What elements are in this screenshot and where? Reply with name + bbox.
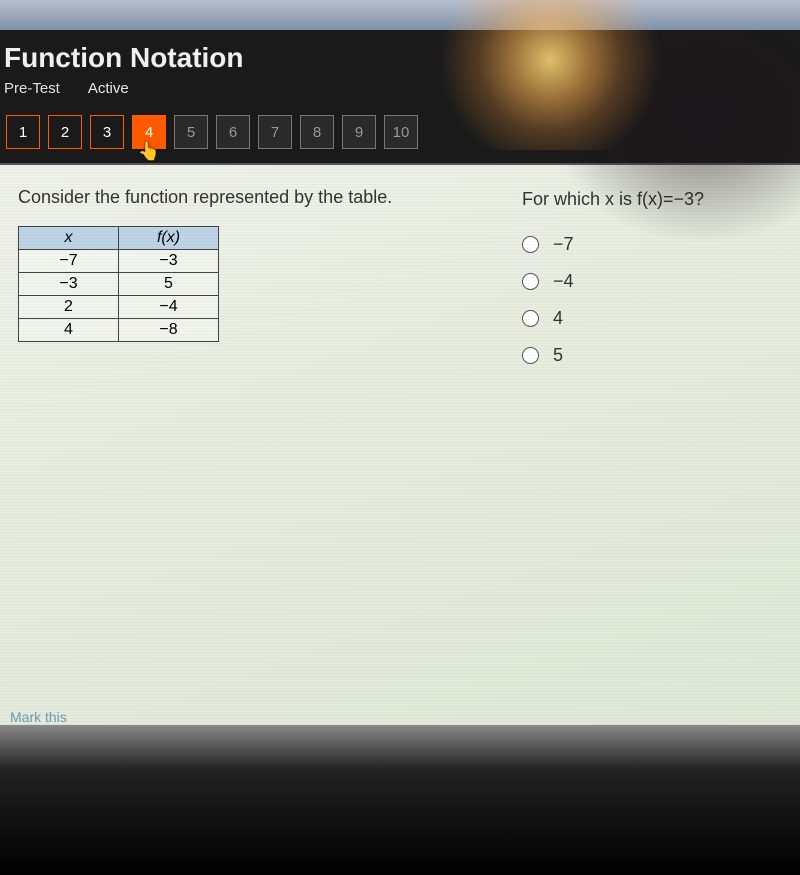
screen-bezel-bottom xyxy=(0,725,800,875)
table-header-row: x f(x) xyxy=(19,227,219,250)
answer-option-label: −4 xyxy=(553,271,574,292)
question-nav-5[interactable]: 5 xyxy=(174,115,208,149)
lesson-header: Function Notation Pre-Test Active xyxy=(0,30,800,105)
radio-icon xyxy=(522,273,539,290)
answer-option-label: −7 xyxy=(553,234,574,255)
answer-option-a[interactable]: −7 xyxy=(522,234,782,255)
table-header-fx: f(x) xyxy=(119,227,219,250)
question-prompt: Consider the function represented by the… xyxy=(18,187,482,208)
question-text: For which x is f(x)=−3? xyxy=(522,189,782,210)
question-nav-7[interactable]: 7 xyxy=(258,115,292,149)
question-nav-4[interactable]: 4 👆 xyxy=(132,115,166,149)
function-table: x f(x) −7 −3 −3 5 2 −4 xyxy=(18,226,219,342)
question-navigator: 1 2 3 4 👆 5 6 7 8 9 10 xyxy=(0,105,800,165)
question-nav-10[interactable]: 10 xyxy=(384,115,418,149)
question-nav-3[interactable]: 3 xyxy=(90,115,124,149)
answer-option-d[interactable]: 5 xyxy=(522,345,782,366)
question-nav-2[interactable]: 2 xyxy=(48,115,82,149)
question-nav-8[interactable]: 8 xyxy=(300,115,334,149)
radio-icon xyxy=(522,310,539,327)
table-header-x: x xyxy=(19,227,119,250)
answer-option-b[interactable]: −4 xyxy=(522,271,782,292)
table-cell: −8 xyxy=(119,319,219,342)
radio-icon xyxy=(522,347,539,364)
table-cell: −4 xyxy=(119,296,219,319)
question-nav-4-label: 4 xyxy=(145,124,153,141)
pointer-cursor-icon: 👆 xyxy=(138,141,160,162)
radio-icon xyxy=(522,236,539,253)
table-cell: 4 xyxy=(19,319,119,342)
table-row: −3 5 xyxy=(19,273,219,296)
answer-option-c[interactable]: 4 xyxy=(522,308,782,329)
tab-active[interactable]: Active xyxy=(88,80,129,97)
table-cell: −7 xyxy=(19,250,119,273)
answer-option-label: 4 xyxy=(553,308,563,329)
question-nav-9[interactable]: 9 xyxy=(342,115,376,149)
table-cell: −3 xyxy=(19,273,119,296)
table-cell: 5 xyxy=(119,273,219,296)
table-row: 4 −8 xyxy=(19,319,219,342)
lesson-title: Function Notation xyxy=(0,42,800,74)
table-row: −7 −3 xyxy=(19,250,219,273)
table-cell: −3 xyxy=(119,250,219,273)
mark-this-link[interactable]: Mark this xyxy=(10,709,67,725)
question-content: Consider the function represented by the… xyxy=(0,165,800,725)
answer-option-label: 5 xyxy=(553,345,563,366)
table-cell: 2 xyxy=(19,296,119,319)
answer-options: −7 −4 4 5 xyxy=(522,228,782,366)
question-nav-6[interactable]: 6 xyxy=(216,115,250,149)
question-nav-1[interactable]: 1 xyxy=(6,115,40,149)
table-row: 2 −4 xyxy=(19,296,219,319)
screen-bezel-top xyxy=(0,0,800,30)
tab-pretest[interactable]: Pre-Test xyxy=(4,80,60,97)
header-tabs: Pre-Test Active xyxy=(0,74,800,97)
